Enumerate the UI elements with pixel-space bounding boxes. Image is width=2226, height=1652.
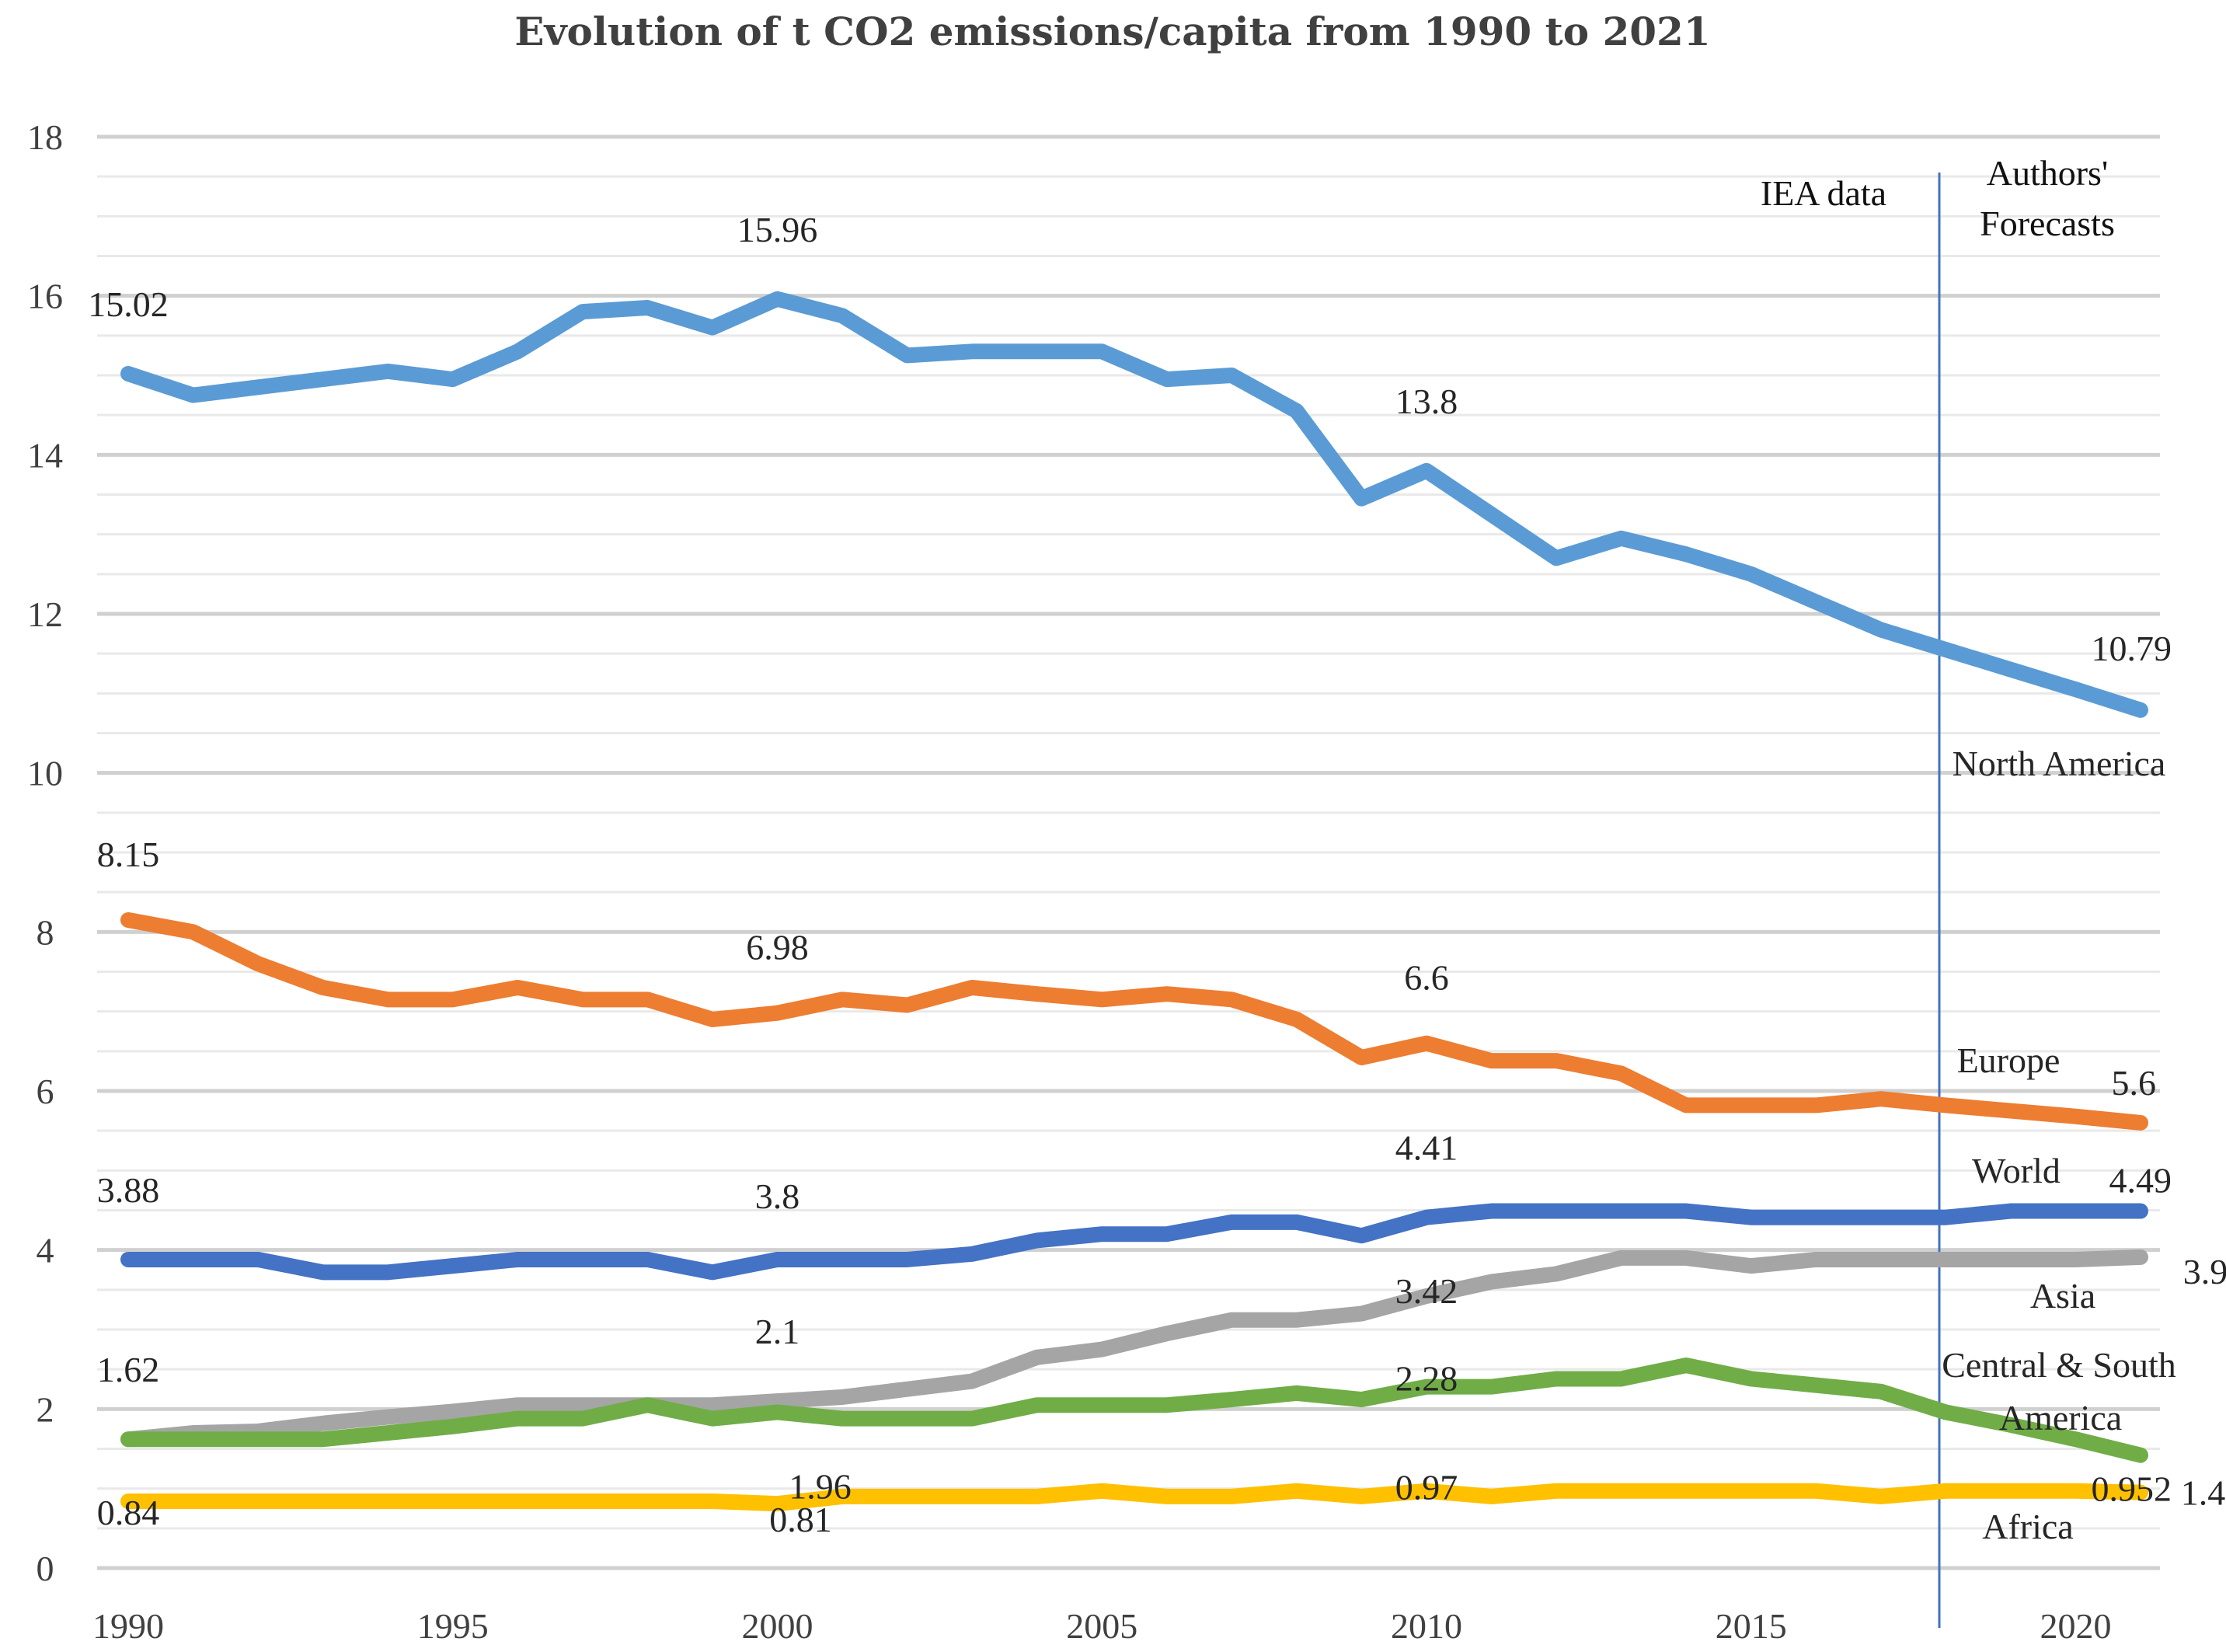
- y-tick-label: 12: [27, 594, 63, 634]
- series-name-world: World: [1972, 1151, 2061, 1190]
- series-line-central-south-america: [120, 1357, 2148, 1463]
- data-label: 5.6: [2112, 1063, 2157, 1103]
- y-tick-label: 16: [27, 277, 63, 316]
- y-tick-label: 10: [27, 754, 63, 793]
- y-tick-label: 4: [37, 1231, 54, 1270]
- data-label: 0.97: [1395, 1468, 1458, 1507]
- y-axis-ticks: 0 2 4 6 8 10 12 14 16 18: [27, 117, 63, 1588]
- x-axis-ticks: 1990 1995 2000 2005 2010 2015 2020: [92, 1606, 2111, 1646]
- y-tick-label: 2: [37, 1389, 54, 1429]
- x-tick-label: 2015: [1716, 1606, 1787, 1646]
- gridlines: [97, 134, 2160, 1570]
- chart-title: Evolution of t CO2 emissions/capita from…: [514, 9, 1710, 54]
- series-line-africa: [120, 1483, 2148, 1512]
- y-tick-label: 14: [27, 435, 63, 475]
- y-tick-label: 18: [27, 117, 63, 157]
- x-tick-label: 2000: [741, 1606, 813, 1646]
- data-label: 2.1: [755, 1312, 800, 1351]
- y-tick-label: 8: [37, 912, 54, 952]
- data-label: 10.79: [2092, 629, 2172, 668]
- forecast-annotation-line2: Forecasts: [1980, 204, 2115, 243]
- series-name-csa-line2: America: [1999, 1398, 2122, 1438]
- data-label: 3.91: [2183, 1252, 2226, 1291]
- series-name-north-america: North America: [1953, 744, 2166, 783]
- x-tick-label: 2010: [1391, 1606, 1462, 1646]
- data-label: 4.49: [2109, 1161, 2172, 1201]
- data-label: 6.6: [1404, 958, 1449, 998]
- y-tick-label: 6: [37, 1072, 54, 1111]
- series-lines: [120, 291, 2148, 1512]
- data-label: 13.8: [1395, 382, 1458, 421]
- series-name-csa-line1: Central & South: [1942, 1345, 2176, 1385]
- data-label: 8.15: [97, 835, 160, 874]
- data-label: 0.84: [97, 1493, 160, 1532]
- forecast-annotation-line1: Authors': [1987, 153, 2109, 193]
- series-name-asia: Asia: [2030, 1276, 2095, 1316]
- data-label: 4.41: [1395, 1128, 1458, 1168]
- data-label: 3.8: [755, 1176, 800, 1216]
- data-label: 3.88: [97, 1170, 160, 1210]
- data-label: 1.96: [789, 1466, 852, 1506]
- data-labels: 15.02 15.96 13.8 10.79 8.15 6.98 6.6 5.6 3.88 3.8…: [88, 210, 2226, 1539]
- data-label: 15.02: [88, 284, 169, 324]
- series-name-europe: Europe: [1957, 1040, 2061, 1080]
- data-label: 3.42: [1395, 1271, 1458, 1311]
- series-line-asia: [120, 1249, 2148, 1448]
- series-line-north-america: [120, 291, 2148, 718]
- x-tick-label: 2020: [2040, 1606, 2111, 1646]
- data-label: 1.42: [2181, 1473, 2226, 1513]
- y-tick-label: 0: [37, 1549, 54, 1588]
- data-label: 2.28: [1395, 1359, 1458, 1399]
- x-tick-label: 1990: [92, 1606, 164, 1646]
- data-label: 6.98: [746, 928, 809, 967]
- data-label: 1.62: [97, 1350, 160, 1389]
- series-line-europe: [120, 911, 2148, 1131]
- data-label: 0.81: [769, 1500, 832, 1539]
- x-tick-label: 2005: [1066, 1606, 1137, 1646]
- series-line-world: [120, 1203, 2148, 1281]
- iea-data-annotation: IEA data: [1761, 173, 1886, 213]
- series-name-africa: Africa: [1982, 1507, 2073, 1546]
- data-label: 0.952: [2092, 1469, 2172, 1509]
- data-label: 15.96: [737, 210, 818, 249]
- x-tick-label: 1995: [417, 1606, 489, 1646]
